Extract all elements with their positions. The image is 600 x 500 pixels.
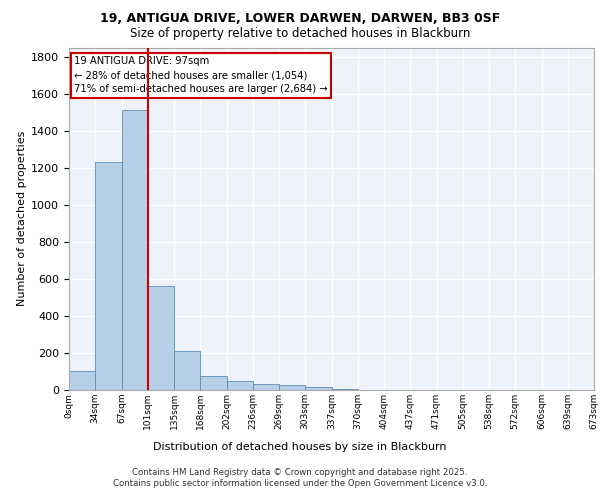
Bar	[69, 372, 95, 390]
Text: Distribution of detached houses by size in Blackburn: Distribution of detached houses by size …	[153, 442, 447, 452]
Bar	[200, 376, 227, 390]
Bar	[331, 389, 358, 390]
Bar	[174, 351, 200, 390]
Text: Size of property relative to detached houses in Blackburn: Size of property relative to detached ho…	[130, 28, 470, 40]
Text: 19 ANTIGUA DRIVE: 97sqm
← 28% of detached houses are smaller (1,054)
71% of semi: 19 ANTIGUA DRIVE: 97sqm ← 28% of detache…	[74, 56, 328, 94]
Bar	[305, 387, 331, 390]
Bar	[253, 384, 279, 390]
Y-axis label: Number of detached properties: Number of detached properties	[17, 131, 27, 306]
Bar	[121, 110, 148, 390]
Bar	[95, 162, 121, 390]
Bar	[227, 380, 253, 390]
Bar	[279, 386, 305, 390]
Text: Contains HM Land Registry data © Crown copyright and database right 2025.
Contai: Contains HM Land Registry data © Crown c…	[113, 468, 487, 487]
Text: 19, ANTIGUA DRIVE, LOWER DARWEN, DARWEN, BB3 0SF: 19, ANTIGUA DRIVE, LOWER DARWEN, DARWEN,…	[100, 12, 500, 26]
Bar	[148, 286, 174, 390]
